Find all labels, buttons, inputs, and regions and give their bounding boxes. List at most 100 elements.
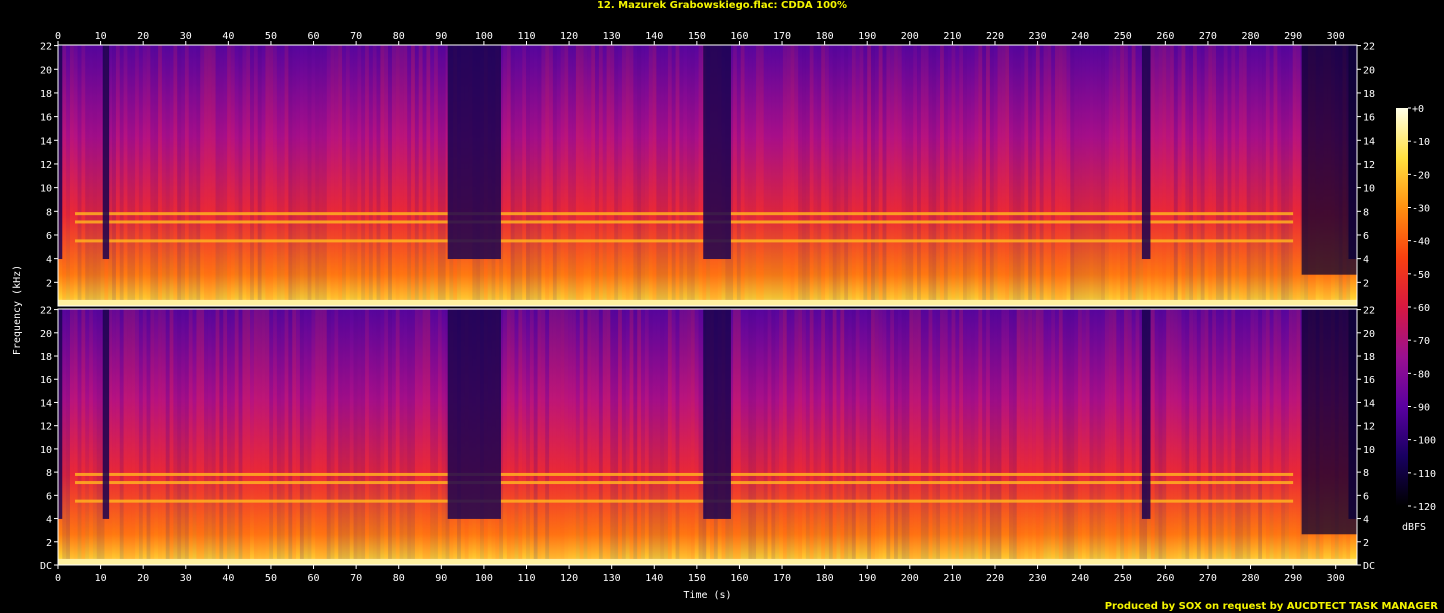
x-tick-label: 30 <box>180 31 192 42</box>
spectral-streak <box>966 309 971 565</box>
spectral-streak <box>1285 45 1289 306</box>
spectral-streak <box>1204 45 1209 306</box>
spectral-streak <box>614 45 619 306</box>
x-tick-label: 260 <box>1156 31 1174 42</box>
spectral-streak <box>261 45 266 306</box>
spectral-streak <box>583 309 588 565</box>
spectral-streak <box>403 309 408 565</box>
spectral-streak <box>1173 45 1178 306</box>
spectral-streak <box>388 309 392 565</box>
panel-frame <box>57 308 1358 566</box>
spectral-streak <box>974 309 979 565</box>
spectral-streak <box>326 309 331 565</box>
spectral-streak <box>683 45 688 306</box>
spectral-streak <box>526 45 530 306</box>
spectral-streak <box>1032 309 1036 565</box>
spectral-streak <box>1231 45 1236 306</box>
spectral-streak <box>349 45 354 306</box>
spectral-streak <box>173 45 178 306</box>
spectral-streak <box>660 309 665 565</box>
spectral-streak <box>315 309 320 565</box>
spectral-streak <box>499 309 504 565</box>
spectral-streak <box>932 309 937 565</box>
spectral-streak <box>426 45 431 306</box>
spectral-streak <box>598 309 603 565</box>
quiet-segment <box>703 309 731 519</box>
spectral-streak <box>1127 45 1132 306</box>
spectral-streak <box>77 45 82 306</box>
spectral-streak <box>1185 45 1190 306</box>
spectral-streak <box>1039 309 1044 565</box>
spectral-streak <box>897 309 902 565</box>
spectral-streak <box>1212 45 1217 306</box>
y-tick-label: 16 <box>40 375 52 386</box>
y-tick-label: 6 <box>46 231 52 242</box>
spectral-streak <box>859 309 864 565</box>
spectral-streak <box>752 45 757 306</box>
spectral-streak <box>832 45 837 306</box>
spectral-streak <box>1039 45 1044 306</box>
spectral-streak <box>1150 45 1155 306</box>
colorbar <box>1396 108 1408 506</box>
spectral-streak <box>319 309 323 565</box>
spectral-streak <box>575 45 580 306</box>
x-tick-label: 150 <box>688 573 706 584</box>
quiet-segment <box>1141 309 1151 519</box>
spectral-streak <box>564 309 569 565</box>
spectral-streak <box>1181 309 1186 565</box>
spectral-streak <box>1189 309 1194 565</box>
spectral-streak <box>269 45 274 306</box>
spectral-streak <box>361 309 366 565</box>
spectral-streak <box>1112 45 1117 306</box>
spectral-streak <box>637 45 642 306</box>
spectral-streak <box>89 45 93 306</box>
spectral-streak <box>92 45 97 306</box>
y-tick-label: 10 <box>40 445 52 456</box>
spectral-streak <box>131 45 136 306</box>
spectral-streak <box>1104 45 1109 306</box>
spectral-streak <box>1189 45 1194 306</box>
quiet-segment <box>447 309 501 519</box>
spectral-streak <box>242 45 247 306</box>
spectral-streak <box>928 45 933 306</box>
spectral-streak <box>595 45 599 306</box>
spectral-streak <box>138 45 143 306</box>
spectral-streak <box>1246 45 1251 306</box>
colorbar-tick-label: +0 <box>1412 104 1424 115</box>
x-tick-label: 230 <box>1029 573 1047 584</box>
spectral-streak <box>924 309 929 565</box>
spectral-streak <box>1104 309 1109 565</box>
spectral-streak <box>913 309 918 565</box>
spectral-streak <box>940 309 944 565</box>
spectral-streak <box>391 309 396 565</box>
spectral-streak <box>204 45 208 306</box>
spectral-streak <box>1062 309 1067 565</box>
x-tick-label: 190 <box>858 31 876 42</box>
spectral-streak <box>802 309 806 565</box>
spectral-streak <box>219 45 224 306</box>
spectral-streak <box>445 45 450 306</box>
quiet-segment <box>102 45 110 260</box>
spectral-streak <box>169 309 174 565</box>
spectral-streak <box>250 45 254 306</box>
spectral-streak <box>698 309 703 565</box>
spectral-streak <box>1051 309 1056 565</box>
spectral-streak <box>909 309 914 565</box>
spectral-streak <box>311 309 316 565</box>
x-tick-label: 0 <box>55 573 61 584</box>
spectral-streak <box>591 45 596 306</box>
spectral-streak <box>1108 309 1113 565</box>
spectral-streak <box>844 309 849 565</box>
spectral-streak <box>1288 309 1293 565</box>
spectral-streak <box>230 45 235 306</box>
spectral-streak <box>284 45 289 306</box>
spectral-streak <box>1047 45 1052 306</box>
spectral-streak <box>503 45 507 306</box>
spectral-streak <box>514 45 519 306</box>
spectral-streak <box>1200 45 1205 306</box>
spectral-streak <box>1223 45 1228 306</box>
y-axis-label: Frequency (kHz) <box>12 265 23 355</box>
spectral-streak <box>265 309 270 565</box>
spectral-streak <box>1200 309 1205 565</box>
y-tick-label: 14 <box>40 136 52 147</box>
